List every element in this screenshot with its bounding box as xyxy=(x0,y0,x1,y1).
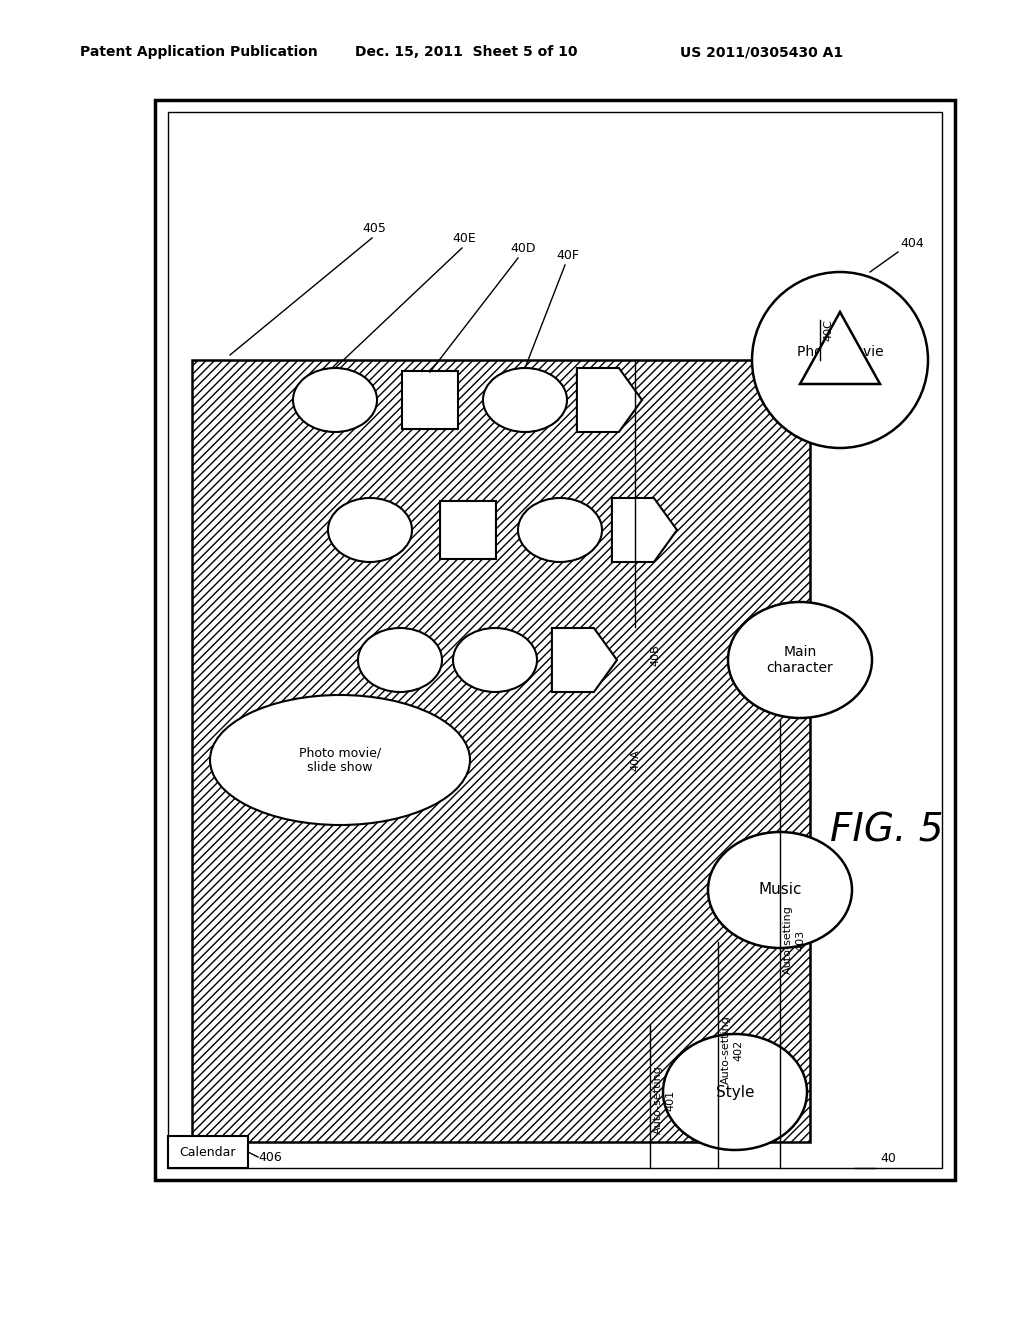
Ellipse shape xyxy=(752,272,928,447)
Text: Photo movie
start: Photo movie start xyxy=(797,345,884,375)
Text: Dec. 15, 2011  Sheet 5 of 10: Dec. 15, 2011 Sheet 5 of 10 xyxy=(355,45,578,59)
Text: 405: 405 xyxy=(362,222,386,235)
Bar xyxy=(193,360,810,1142)
Text: Style: Style xyxy=(716,1085,755,1100)
Text: 40: 40 xyxy=(880,1152,896,1166)
Bar xyxy=(155,100,955,1180)
Ellipse shape xyxy=(328,498,412,562)
Text: 40F: 40F xyxy=(556,249,579,261)
Bar xyxy=(402,371,458,429)
Text: Calendar: Calendar xyxy=(180,1146,237,1159)
Ellipse shape xyxy=(293,368,377,432)
Text: 402: 402 xyxy=(733,1039,743,1061)
Ellipse shape xyxy=(483,368,567,432)
Text: 40E: 40E xyxy=(452,232,476,246)
Ellipse shape xyxy=(728,602,872,718)
Bar xyxy=(168,1137,248,1168)
Text: Music: Music xyxy=(758,883,802,898)
Polygon shape xyxy=(612,498,677,562)
Text: 401: 401 xyxy=(665,1089,675,1110)
Text: FIG. 5: FIG. 5 xyxy=(830,810,943,849)
Text: 403: 403 xyxy=(795,929,805,950)
Text: Patent Application Publication: Patent Application Publication xyxy=(80,45,317,59)
Polygon shape xyxy=(577,368,642,432)
Text: 40B: 40B xyxy=(650,644,660,665)
Ellipse shape xyxy=(358,628,442,692)
Text: 40A: 40A xyxy=(630,750,640,771)
Ellipse shape xyxy=(453,628,537,692)
Text: Auto-setting: Auto-setting xyxy=(721,1015,731,1085)
Ellipse shape xyxy=(518,498,602,562)
Text: 406: 406 xyxy=(258,1151,282,1164)
Ellipse shape xyxy=(210,696,470,825)
Text: US 2011/0305430 A1: US 2011/0305430 A1 xyxy=(680,45,843,59)
Text: Photo movie/
slide show: Photo movie/ slide show xyxy=(299,746,381,774)
Text: 40C: 40C xyxy=(823,319,833,341)
Text: 404: 404 xyxy=(900,238,924,249)
Text: Main
character: Main character xyxy=(767,645,834,675)
Polygon shape xyxy=(552,628,617,692)
Text: Auto-setting: Auto-setting xyxy=(783,906,793,974)
Bar xyxy=(440,502,496,558)
Ellipse shape xyxy=(663,1034,807,1150)
Polygon shape xyxy=(800,312,880,384)
Ellipse shape xyxy=(708,832,852,948)
Text: 40D: 40D xyxy=(510,242,536,255)
Text: Auto-setting: Auto-setting xyxy=(653,1065,663,1134)
Bar xyxy=(168,112,942,1168)
